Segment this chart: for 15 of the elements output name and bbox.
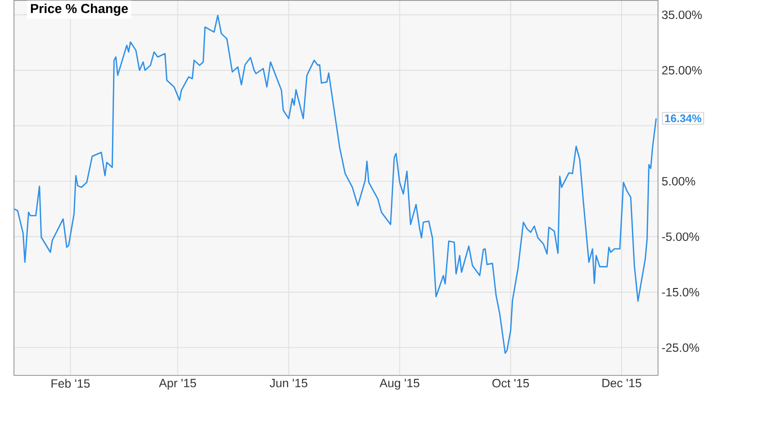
- data-label: 16.34%: [665, 114, 702, 122]
- y-tick-label: -5.00%: [662, 232, 700, 241]
- x-tick-label: Jun '15: [270, 378, 308, 388]
- y-tick-label: 25.00%: [662, 66, 702, 74]
- y-tick-label: 5.00%: [662, 176, 696, 186]
- x-tick-label: Apr '15: [158, 378, 196, 390]
- x-tick-label: Oct '15: [492, 378, 529, 388]
- x-tick-label: Dec '15: [602, 378, 642, 388]
- chart-title: Price % Change: [30, 3, 128, 16]
- y-tick-label: 35.00%: [662, 10, 702, 19]
- line-series: [13, 14, 657, 354]
- y-tick-label: -15.0%: [662, 288, 700, 296]
- x-tick-label: Feb '15: [52, 378, 90, 388]
- y-tick-label: -25.0%: [662, 343, 700, 352]
- x-tick-label: Aug '15: [380, 378, 420, 390]
